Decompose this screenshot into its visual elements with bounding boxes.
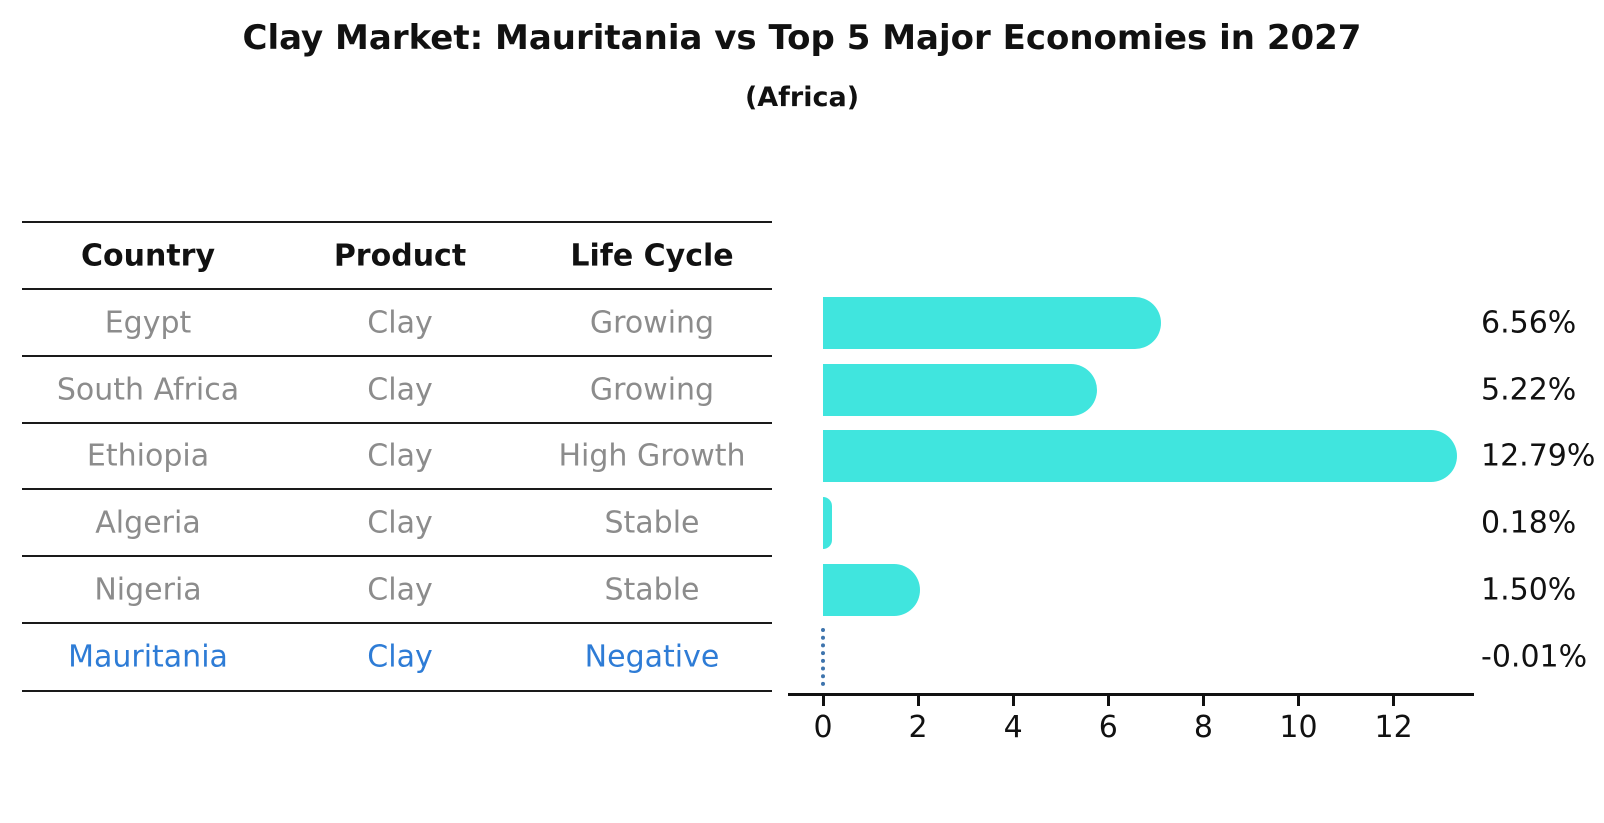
table-cell-country: Egypt — [104, 305, 192, 340]
x-axis-tick — [1297, 696, 1300, 706]
table-cell-product: Clay — [367, 438, 433, 474]
x-axis-tick — [821, 696, 825, 706]
table-rule — [22, 555, 772, 557]
table-cell-life-cycle: High Growth — [558, 438, 746, 474]
table-cell-product: Clay — [367, 372, 433, 407]
table-cell-product: Clay — [367, 305, 433, 340]
table-cell-country: South Africa — [56, 372, 240, 407]
table-rule — [22, 355, 772, 357]
table-rule — [22, 422, 772, 424]
column-header-life-cycle: Life Cycle — [570, 238, 734, 273]
x-axis-tick — [916, 696, 920, 706]
table-cell-country: Nigeria — [94, 572, 202, 607]
x-axis-tick-label: 10 — [1279, 710, 1318, 745]
table-cell-product: Clay — [367, 505, 433, 540]
table-rule — [22, 488, 772, 490]
table-rule — [22, 288, 772, 290]
x-axis-line — [788, 693, 1474, 696]
table-cell-life-cycle: Growing — [589, 372, 715, 407]
x-axis-tick — [1201, 696, 1205, 706]
highlight-dotted-line-mauritania — [821, 628, 825, 686]
value-label: 1.50% — [1481, 572, 1577, 607]
table-cell-life-cycle: Stable — [604, 505, 700, 540]
bar-south-africa — [823, 363, 1098, 416]
table-top-rule — [22, 221, 772, 223]
value-label: -0.01% — [1481, 639, 1588, 675]
x-axis-tick — [1011, 696, 1015, 706]
table-cell-country: Algeria — [95, 505, 201, 540]
x-axis-tick-label: 6 — [1098, 710, 1118, 745]
table-cell-life-cycle: Growing — [589, 305, 715, 340]
x-axis-tick-label: 12 — [1374, 710, 1413, 745]
table-rule — [22, 622, 772, 624]
table-cell-product: Clay — [367, 639, 433, 675]
x-axis-tick — [1392, 696, 1396, 706]
table-cell-life-cycle: Negative — [584, 639, 720, 675]
bar-nigeria — [823, 563, 921, 616]
x-axis-tick — [1106, 696, 1110, 706]
table-cell-life-cycle: Stable — [604, 572, 700, 607]
value-label: 6.56% — [1481, 305, 1577, 340]
x-axis-tick-label: 2 — [908, 710, 928, 745]
table-rule — [22, 690, 772, 692]
x-axis-tick-label: 8 — [1193, 710, 1213, 745]
column-header-product: Product — [333, 238, 467, 273]
bar-algeria — [823, 496, 832, 549]
value-label: 5.22% — [1481, 372, 1577, 407]
value-label: 12.79% — [1481, 438, 1596, 474]
table-cell-country: Ethiopia — [86, 438, 210, 474]
column-header-country: Country — [80, 238, 216, 273]
bar-egypt — [823, 296, 1161, 349]
chart-title: Clay Market: Mauritania vs Top 5 Major E… — [242, 18, 1362, 58]
table-cell-product: Clay — [367, 572, 433, 607]
chart-subtitle: (Africa) — [744, 82, 860, 113]
x-axis-tick-label: 0 — [813, 710, 833, 745]
value-label: 0.18% — [1481, 505, 1577, 540]
x-axis-tick-label: 4 — [1003, 710, 1023, 745]
table-cell-country: Mauritania — [68, 639, 228, 675]
bar-ethiopia — [823, 430, 1458, 482]
